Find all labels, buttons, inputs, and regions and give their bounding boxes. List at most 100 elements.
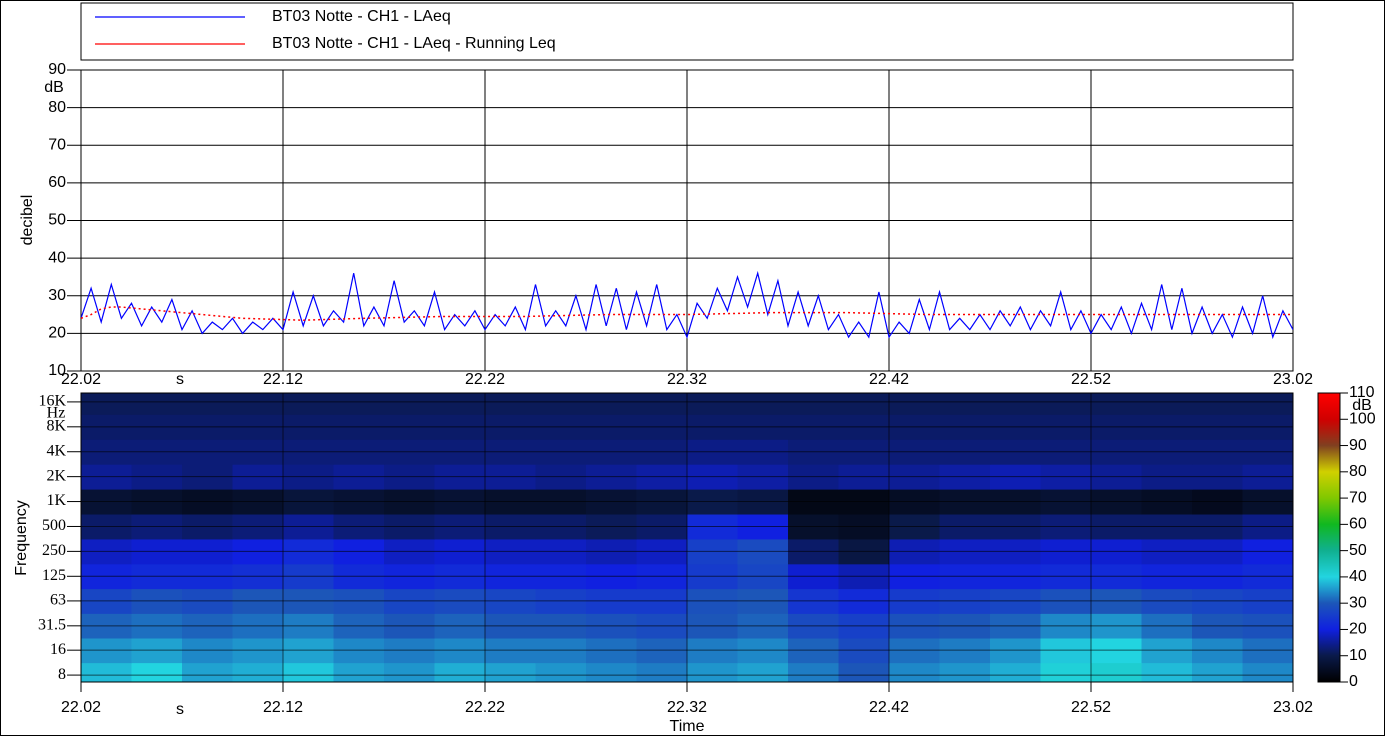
- heatmap-cell: [1040, 393, 1092, 415]
- colorbar-tick-label: 50: [1349, 542, 1367, 559]
- heatmap-cell: [889, 662, 940, 682]
- x-unit: s: [176, 371, 184, 388]
- heatmap-cell: [535, 393, 587, 415]
- y-tick-label: 500: [42, 517, 66, 534]
- y-axis-label: Frequency: [13, 500, 30, 576]
- colorbar-tick-label: 110: [1349, 384, 1375, 401]
- y-axis-label: decibel: [19, 195, 36, 246]
- heatmap-cell: [283, 393, 334, 415]
- x-tick-label: 22.22: [465, 371, 505, 388]
- y-tick-label: 10: [48, 362, 66, 379]
- heatmap-cell: [1040, 662, 1092, 682]
- heatmap-cell: [939, 393, 991, 415]
- y-tick-label: 4K: [46, 442, 66, 459]
- heatmap-cell: [838, 393, 890, 415]
- x-tick-label: 22.42: [869, 699, 909, 716]
- x-unit: s: [176, 701, 184, 718]
- y-tick-label: 2K: [46, 467, 66, 484]
- heatmap-cell: [384, 662, 435, 682]
- colorbar-tick-label: 100: [1349, 410, 1376, 427]
- colorbar-unit: dB: [1352, 397, 1372, 414]
- y-unit: Hz: [47, 405, 66, 422]
- heatmap-cell: [81, 662, 132, 682]
- colorbar-tick-label: 30: [1349, 594, 1367, 611]
- heatmap-cell: [1141, 393, 1193, 415]
- heatmap-cell: [586, 662, 637, 682]
- heatmap-cell: [838, 662, 890, 682]
- heatmap-cell: [384, 393, 435, 415]
- heatmap-cell: [232, 662, 284, 682]
- y-tick-label: 63: [50, 592, 66, 609]
- x-tick-label: 22.52: [1071, 371, 1111, 388]
- y-tick-label: 20: [48, 325, 66, 342]
- heatmap-cell: [1091, 393, 1142, 415]
- heatmap-cell: [788, 662, 839, 682]
- legend-label: BT03 Notte - CH1 - LAeq: [272, 8, 451, 25]
- series-line: [81, 306, 1293, 321]
- colorbar-tick-label: 0: [1349, 673, 1358, 690]
- heatmap-cell: [1192, 662, 1243, 682]
- x-axis-label: Time: [670, 718, 705, 735]
- series-line: [81, 270, 1293, 340]
- heatmap-cell: [687, 393, 738, 415]
- heatmap-cell: [182, 662, 233, 682]
- heatmap-cell: [232, 393, 284, 415]
- heatmap-cell: [990, 393, 1041, 415]
- heatmap-cell: [788, 393, 839, 415]
- y-tick-label: 16K: [38, 393, 66, 410]
- heatmap-cell: [636, 662, 688, 682]
- y-tick-label: 60: [48, 174, 66, 191]
- x-tick-label: 22.32: [667, 699, 707, 716]
- colorbar-tick-label: 90: [1349, 437, 1367, 454]
- x-tick-label: 23.02: [1273, 699, 1313, 716]
- y-tick-label: 30: [48, 287, 66, 304]
- x-tick-label: 22.22: [465, 699, 505, 716]
- heatmap-cell: [1141, 662, 1193, 682]
- plot-frame: [80, 69, 1294, 372]
- heatmap-cell: [535, 662, 587, 682]
- x-tick-label: 22.42: [869, 371, 909, 388]
- colorbar-tick-label: 60: [1349, 516, 1367, 533]
- y-tick-label: 70: [48, 136, 66, 153]
- heatmap-cell: [434, 393, 486, 415]
- y-tick-label: 1K: [46, 492, 66, 509]
- heatmap-cell: [333, 662, 385, 682]
- x-tick-label: 22.52: [1071, 699, 1111, 716]
- y-tick-label: 8K: [46, 417, 66, 434]
- plot-frame: [80, 392, 1294, 683]
- heatmap-cell: [1091, 662, 1142, 682]
- y-tick-label: 40: [48, 249, 66, 266]
- heatmap-cell: [636, 393, 688, 415]
- y-tick-label: 250: [42, 542, 66, 559]
- x-tick-label: 23.02: [1273, 371, 1313, 388]
- heatmap-cell: [485, 662, 536, 682]
- heatmap-cell: [182, 393, 233, 415]
- heatmap-cell: [131, 662, 183, 682]
- colorbar: [1317, 392, 1341, 683]
- x-tick-label: 22.02: [61, 371, 101, 388]
- heatmap-cell: [131, 393, 183, 415]
- heatmap-cell: [939, 662, 991, 682]
- x-tick-label: 22.12: [263, 699, 303, 716]
- y-tick-label: 16: [50, 641, 66, 658]
- legend-label: BT03 Notte - CH1 - LAeq - Running Leq: [272, 35, 556, 52]
- colorbar-tick-label: 20: [1349, 621, 1367, 638]
- y-tick-label: 90: [48, 61, 66, 78]
- heatmap-cell: [1242, 393, 1293, 415]
- x-tick-label: 22.12: [263, 371, 303, 388]
- x-tick-label: 22.32: [667, 371, 707, 388]
- colorbar-tick-label: 80: [1349, 463, 1367, 480]
- heatmap-cell: [1192, 393, 1243, 415]
- colorbar-tick-label: 10: [1349, 647, 1367, 664]
- heatmap-cell: [889, 393, 940, 415]
- y-tick-label: 50: [48, 212, 66, 229]
- heatmap-cell: [737, 662, 789, 682]
- y-tick-label: 80: [48, 99, 66, 116]
- legend-box: [80, 2, 1294, 61]
- heatmap-cell: [333, 393, 385, 415]
- heatmap-cell: [990, 662, 1041, 682]
- y-tick-label: 125: [42, 567, 66, 584]
- heatmap-cell: [1242, 662, 1293, 682]
- heatmap-cell: [81, 393, 132, 415]
